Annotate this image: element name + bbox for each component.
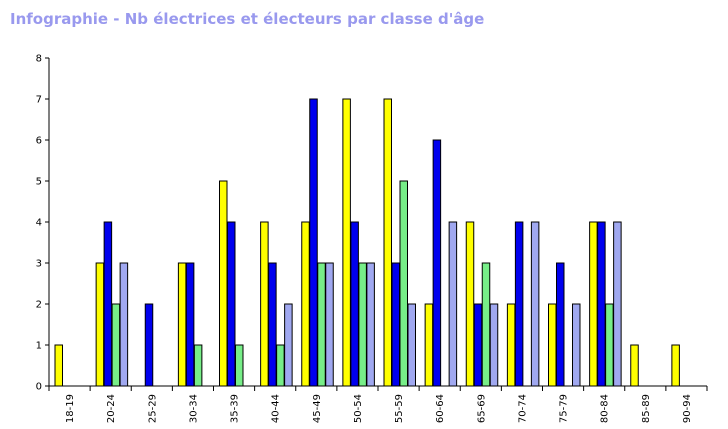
x-tick-label-45-49: 45-49 — [312, 394, 323, 423]
bar-80-84-s4 — [613, 221, 622, 387]
bar-60-64-s2 — [432, 139, 442, 387]
bar-50-54-s1 — [342, 98, 351, 387]
bar-65-69-s4 — [489, 303, 499, 387]
bar-65-69-s2 — [473, 303, 483, 387]
bar-35-39-s2 — [227, 221, 236, 387]
bar-50-54-s3 — [358, 262, 367, 387]
bars-group — [54, 98, 680, 387]
bar-75-79-s2 — [556, 262, 565, 387]
y-tick-label-8: 8 — [36, 54, 42, 65]
bar-50-54-s2 — [350, 221, 359, 387]
bar-35-39-s1 — [219, 180, 228, 387]
bar-75-79-s4 — [572, 303, 581, 387]
bar-45-49-s3 — [317, 262, 326, 387]
bar-80-84-s2 — [597, 221, 606, 387]
bar-45-49-s1 — [301, 221, 310, 387]
bar-50-54-s4 — [366, 262, 375, 387]
x-tick-label-30-34: 30-34 — [188, 394, 199, 423]
bar-40-44-s1 — [260, 221, 269, 387]
x-tick-label-35-39: 35-39 — [230, 394, 241, 423]
x-tick-label-55-59: 55-59 — [394, 394, 405, 423]
bar-45-49-s2 — [309, 98, 318, 387]
bar-70-74-s4 — [530, 221, 540, 387]
y-tick-label-1: 1 — [36, 341, 42, 352]
x-tick-label-85-89: 85-89 — [641, 394, 652, 423]
x-tick-label-60-64: 60-64 — [435, 394, 446, 423]
bar-60-64-s4 — [448, 221, 458, 387]
y-tick-label-5: 5 — [36, 177, 42, 188]
bar-40-44-s2 — [268, 262, 277, 387]
bar-20-24-s2 — [103, 221, 113, 387]
bar-75-79-s1 — [548, 303, 557, 387]
bar-80-84-s3 — [605, 303, 614, 387]
chart-title: Infographie - Nb électrices et électeurs… — [10, 10, 485, 28]
y-tick-label-3: 3 — [36, 259, 42, 270]
bar-20-24-s1 — [95, 262, 105, 387]
x-tick-label-50-54: 50-54 — [353, 394, 364, 423]
y-tick-label-4: 4 — [36, 218, 42, 229]
bar-18-19-s1 — [54, 344, 63, 387]
bar-35-39-s3 — [235, 344, 244, 387]
x-tick-label-90-94: 90-94 — [682, 394, 693, 423]
x-tick-label-18-19: 18-19 — [65, 394, 76, 423]
bar-45-49-s4 — [325, 262, 334, 387]
bar-55-59-s4 — [407, 303, 416, 387]
bar-90-94-s1 — [671, 344, 680, 387]
x-tick-label-70-74: 70-74 — [517, 394, 528, 423]
bar-55-59-s3 — [399, 180, 408, 387]
bar-30-34-s1 — [177, 262, 187, 387]
bar-80-84-s1 — [589, 221, 598, 387]
y-tick-label-2: 2 — [36, 300, 42, 311]
bar-60-64-s1 — [424, 303, 434, 387]
bar-70-74-s2 — [514, 221, 524, 387]
bar-40-44-s4 — [284, 303, 293, 387]
y-tick-label-0: 0 — [36, 382, 42, 393]
bar-30-34-s3 — [193, 344, 203, 387]
x-ticks-group: 18-19 20-24 25-29 30-34 35-39 40-44 45-49 50-54… — [48, 386, 708, 423]
y-tick-label-6: 6 — [36, 136, 42, 147]
bar-85-89-s1 — [630, 344, 639, 387]
x-tick-label-80-84: 80-84 — [600, 394, 611, 423]
x-tick-label-40-44: 40-44 — [271, 394, 282, 423]
y-tick-label-7: 7 — [36, 95, 42, 106]
x-tick-label-25-29: 25-29 — [147, 394, 158, 423]
y-ticks-group: 0 1 2 3 4 5 6 7 8 — [36, 54, 49, 393]
bar-55-59-s2 — [391, 262, 400, 387]
bar-20-24-s4 — [119, 262, 129, 387]
x-tick-label-65-69: 65-69 — [476, 394, 487, 423]
bar-65-69-s1 — [465, 221, 475, 387]
bar-70-74-s1 — [506, 303, 516, 387]
bar-40-44-s3 — [276, 344, 285, 387]
bar-65-69-s3 — [481, 262, 491, 387]
bar-20-24-s3 — [111, 303, 121, 387]
x-tick-label-20-24: 20-24 — [106, 394, 117, 423]
bar-25-29-s2 — [144, 303, 154, 387]
bar-55-59-s1 — [383, 98, 392, 387]
bar-30-34-s2 — [185, 262, 195, 387]
x-tick-label-75-79: 75-79 — [559, 394, 570, 423]
